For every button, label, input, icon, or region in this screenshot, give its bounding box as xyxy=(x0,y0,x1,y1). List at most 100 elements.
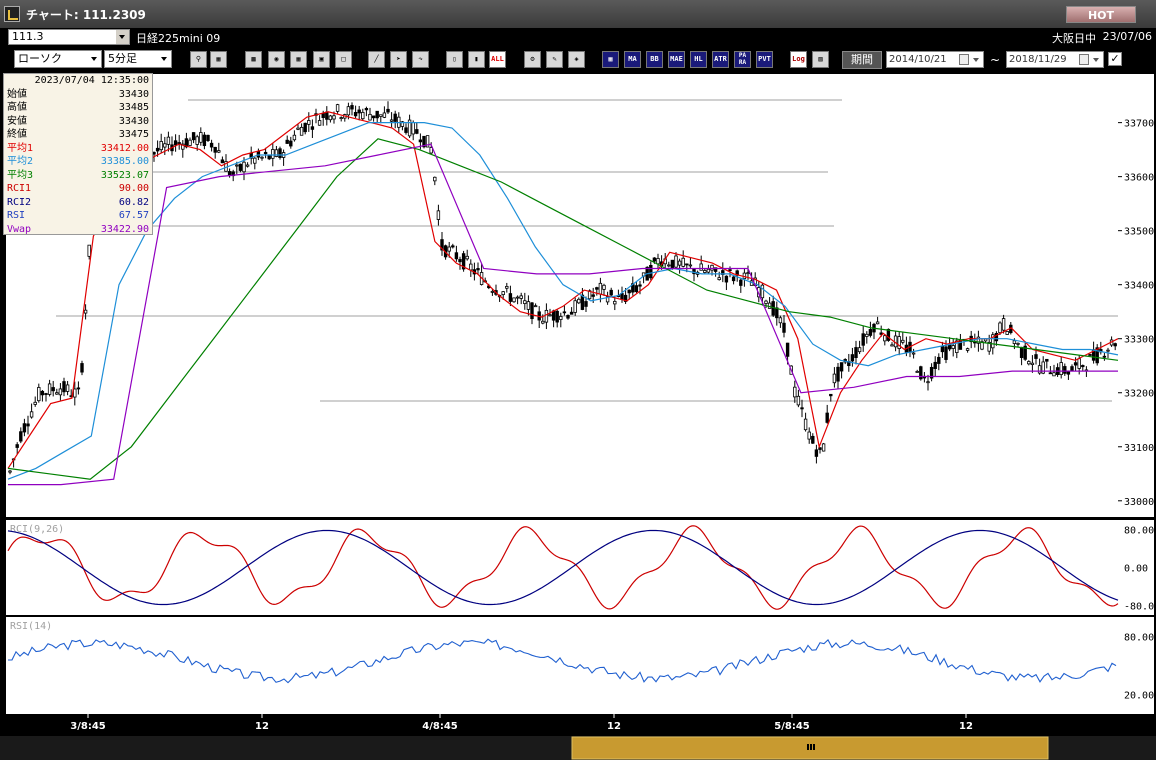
candle xyxy=(721,262,725,283)
color-settings-icon[interactable]: ▣ xyxy=(313,51,330,68)
log-button[interactable]: Log xyxy=(790,51,807,68)
all-button[interactable]: ALL xyxy=(489,51,506,68)
chevron-down-icon[interactable] xyxy=(158,52,170,66)
candle xyxy=(998,321,1002,336)
chevron-down-icon[interactable] xyxy=(116,30,129,44)
instrument-bar: 111.3 日経225mini 09 大阪日中 23/07/06 xyxy=(0,28,1156,46)
candle xyxy=(605,291,610,305)
candle xyxy=(407,114,412,138)
candle xyxy=(523,292,527,310)
ma-button[interactable]: MA xyxy=(624,51,641,68)
pointer-icon[interactable]: ➤ xyxy=(390,51,407,68)
display-settings-icon[interactable]: ▧ xyxy=(812,51,829,68)
date-from-field[interactable]: 2014/10/21 xyxy=(886,51,984,68)
candle xyxy=(173,134,178,152)
chart-toolbar: ローソク 5分足 ⚲ ▦ ▩ ◉ ▦ ▣ □ ╱ ➤ ↷ ▯ ▮ ALL ⚙ ✎… xyxy=(0,46,1156,72)
candle xyxy=(440,231,444,256)
market-session: 大阪日中 xyxy=(1052,32,1096,45)
candle xyxy=(245,162,250,168)
candle-left-icon[interactable]: ▯ xyxy=(446,51,463,68)
grip-icon[interactable] xyxy=(807,744,815,750)
interval-select[interactable]: 5分足 xyxy=(104,50,172,68)
candle xyxy=(191,132,196,144)
candle xyxy=(1095,344,1099,366)
candle xyxy=(181,140,185,158)
candle xyxy=(573,297,577,316)
hot-button[interactable]: HOT xyxy=(1066,6,1136,23)
ohlc-label: 終値 xyxy=(7,129,27,140)
chart-canvas[interactable]: 33700 33600 33500 33400 33300 33200 33100 33000… xyxy=(0,72,1156,760)
date-from-value: 2014/10/21 xyxy=(889,54,947,65)
bb-button[interactable]: BB xyxy=(646,51,663,68)
trendline-icon[interactable]: ╱ xyxy=(368,51,385,68)
para-button[interactable]: PA RA xyxy=(734,51,751,68)
ma-split-button[interactable]: ▦ xyxy=(602,51,619,68)
instrument-name: 日経225mini 09 xyxy=(136,32,221,45)
split-view-icon[interactable]: ▦ xyxy=(210,51,227,68)
ohlc-value: 33485 xyxy=(118,102,149,113)
chevron-down-icon[interactable] xyxy=(970,52,982,67)
candle xyxy=(253,157,257,170)
candle xyxy=(350,102,354,116)
candle xyxy=(508,285,513,307)
candle xyxy=(26,415,30,435)
rsi-tick-label: 80.00 xyxy=(1124,632,1154,643)
ohlc-value: 60.82 xyxy=(118,196,149,208)
grid-icon[interactable]: ▦ xyxy=(290,51,307,68)
ohlc-value: 33385.00 xyxy=(100,156,149,167)
hl-button[interactable]: HL xyxy=(690,51,707,68)
calendar-icon[interactable] xyxy=(959,54,969,65)
redo-icon[interactable]: ↷ xyxy=(412,51,429,68)
period-button[interactable]: 期間 xyxy=(842,51,882,69)
candle xyxy=(1023,341,1027,361)
price-tick-label: 33500 xyxy=(1124,227,1154,238)
candle-settings-icon[interactable]: ▩ xyxy=(245,51,262,68)
candle xyxy=(454,245,459,262)
candle xyxy=(404,123,408,135)
candle xyxy=(875,316,880,325)
time-tick-label: 4/8:45 xyxy=(422,721,458,732)
zoom-icon[interactable]: ⚲ xyxy=(190,51,207,68)
candle xyxy=(1001,314,1006,334)
candle xyxy=(177,134,181,150)
candle xyxy=(577,297,581,305)
chart-type-select[interactable]: ローソク xyxy=(14,50,102,68)
pvt-button[interactable]: PVT xyxy=(756,51,773,68)
palette-icon[interactable]: ◈ xyxy=(568,51,585,68)
market-date: 23/07/06 xyxy=(1102,30,1152,43)
candle xyxy=(775,301,779,326)
candle xyxy=(44,392,48,402)
period-checkbox[interactable]: ✓ xyxy=(1108,52,1122,66)
candle-right-icon[interactable]: ▮ xyxy=(468,51,485,68)
ohlc-row: RSI 67.57 xyxy=(7,209,149,223)
candle xyxy=(929,363,934,382)
ohlc-label: Vwap xyxy=(7,223,32,235)
date-to-field[interactable]: 2018/11/29 xyxy=(1006,51,1104,68)
instrument-code-select[interactable]: 111.3 xyxy=(8,29,130,45)
candle xyxy=(562,305,567,316)
atr-button[interactable]: ATR xyxy=(712,51,729,68)
rci-panel[interactable] xyxy=(6,520,1120,615)
candle xyxy=(307,112,311,132)
mae-button[interactable]: MAE xyxy=(668,51,685,68)
candle xyxy=(883,334,887,346)
candle xyxy=(159,133,163,154)
calendar-icon[interactable] xyxy=(1079,54,1089,65)
disabled-tool-icon[interactable]: □ xyxy=(335,51,352,68)
price-tick-label: 33400 xyxy=(1124,281,1154,292)
rci-tick-label: 80.00 xyxy=(1124,526,1154,537)
chevron-down-icon[interactable] xyxy=(88,52,100,66)
search-chart-icon[interactable]: ◉ xyxy=(268,51,285,68)
ohlc-info-panel: 2023/07/04 12:35:00 始値 33430 高値 33485 安値 3343… xyxy=(3,73,153,235)
candle xyxy=(505,282,509,293)
rsi-panel[interactable] xyxy=(6,617,1120,714)
chevron-down-icon[interactable] xyxy=(1090,52,1102,67)
tools-icon[interactable]: ⚙ xyxy=(524,51,541,68)
time-tick-label: 5/8:45 xyxy=(774,721,810,732)
candle xyxy=(51,380,55,397)
chart-area[interactable]: 33700 33600 33500 33400 33300 33200 33100 33000… xyxy=(0,72,1156,760)
price-panel[interactable] xyxy=(6,74,1120,517)
edit-icon[interactable]: ✎ xyxy=(546,51,563,68)
candle xyxy=(649,261,653,281)
candle xyxy=(19,427,23,444)
